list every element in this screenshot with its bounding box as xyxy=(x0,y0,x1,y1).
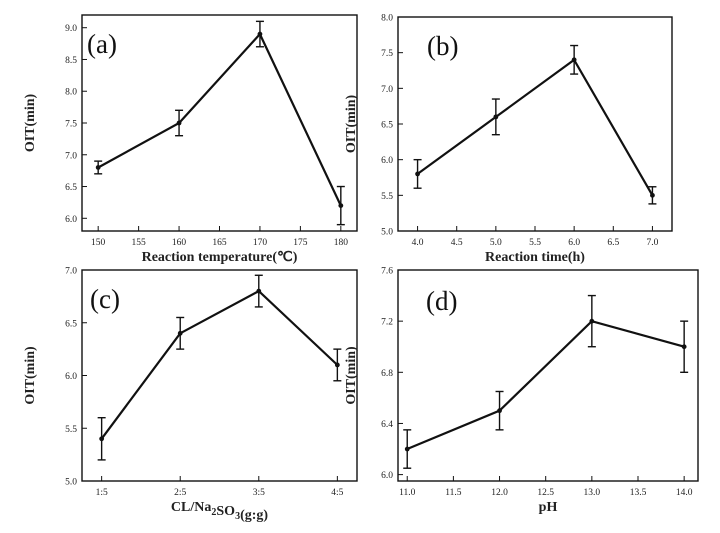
y-tick-label: 6.0 xyxy=(65,215,77,225)
plot-frame xyxy=(81,269,358,482)
y-tick-label: 8.5 xyxy=(65,56,77,66)
y-tick-label: 5.0 xyxy=(381,228,393,238)
x-tick-label: 5.0 xyxy=(490,238,502,248)
x-tick-label: 4.0 xyxy=(412,238,424,248)
x-tick-label: 11.0 xyxy=(399,488,416,498)
data-point xyxy=(589,318,595,324)
data-point xyxy=(256,288,262,294)
x-tick-label: 11.5 xyxy=(445,488,462,498)
x-axis-label: Reaction temperature(℃) xyxy=(142,250,298,265)
data-point xyxy=(493,114,499,120)
y-tick-label: 7.0 xyxy=(65,151,77,161)
y-axis-label: OIT(min) xyxy=(344,94,359,153)
plot-frame xyxy=(397,269,699,482)
data-point xyxy=(99,436,105,442)
data-point xyxy=(404,446,410,452)
data-point xyxy=(177,330,183,336)
x-tick-label: 13.0 xyxy=(584,488,601,498)
data-point xyxy=(95,165,101,170)
y-axis-label: OIT(min) xyxy=(23,346,38,405)
series-line xyxy=(97,32,342,207)
y-tick-label: 6.0 xyxy=(381,156,393,166)
y-tick-label: 6.4 xyxy=(381,420,393,430)
y-tick-label: 6.0 xyxy=(65,372,77,382)
data-point xyxy=(497,408,502,414)
x-tick-label: 180 xyxy=(334,238,349,248)
panel-c: 5.0 5.5 6.0 6.5 7.0 1:5 2:5 3:5 4:5 CL/Na2SO3(g:g… xyxy=(23,267,358,523)
data-point xyxy=(257,31,263,37)
x-tick-label: 5.5 xyxy=(529,238,541,248)
panel-label: (a) xyxy=(87,29,117,59)
x-tick-label: 175 xyxy=(293,238,308,248)
y-tick-label: 7.5 xyxy=(65,120,77,130)
x-tick-label: 14.0 xyxy=(676,488,693,498)
data-point xyxy=(650,192,655,198)
panel-b: 5.0 5.5 6.0 6.5 7.0 7.5 8.0 4.0 4.5 5.0 5.5 6.0 6.5 7… xyxy=(344,14,673,265)
series-line xyxy=(100,289,339,440)
data-point xyxy=(176,120,182,126)
data-point xyxy=(334,362,340,368)
x-axis-label: Reaction time(h) xyxy=(485,250,585,265)
x-tick-label: 3:5 xyxy=(253,488,265,498)
x-tick-label: 155 xyxy=(131,238,146,248)
x-axis-label: pH xyxy=(539,500,558,515)
y-axis-label: OIT(min) xyxy=(23,93,38,152)
y-tick-label: 6.0 xyxy=(381,471,393,481)
x-tick-label: 7.0 xyxy=(646,238,658,248)
y-tick-label: 6.8 xyxy=(381,369,393,379)
panel-label: (b) xyxy=(427,31,458,61)
x-tick-label: 6.5 xyxy=(607,238,619,248)
y-tick-label: 9.0 xyxy=(65,24,77,34)
panel-a: 6.0 6.5 7.0 7.5 8.0 8.5 9.0 150 155 160 165 170 175 1… xyxy=(23,14,358,265)
x-tick-label: 160 xyxy=(172,238,187,248)
x-tick-label: 165 xyxy=(212,238,227,248)
x-tick-label: 150 xyxy=(91,238,106,248)
y-tick-label: 6.5 xyxy=(65,183,77,193)
y-tick-label: 8.0 xyxy=(65,88,77,98)
y-tick-label: 7.5 xyxy=(381,49,393,59)
panel-d: 6.0 6.4 6.8 7.2 7.6 11.0 11.5 12.0 12.5 13.0 13.5 1… xyxy=(344,267,699,515)
x-tick-label: 12.0 xyxy=(491,488,508,498)
y-tick-label: 5.0 xyxy=(65,478,77,488)
y-tick-label: 7.0 xyxy=(381,85,393,95)
x-tick-label: 4.5 xyxy=(451,238,463,248)
panel-label: (c) xyxy=(90,284,120,314)
plot-frame xyxy=(81,14,358,232)
data-point xyxy=(681,344,687,350)
y-axis-label: OIT(min) xyxy=(344,346,359,405)
panel-label: (d) xyxy=(426,286,457,316)
x-tick-label: 6.0 xyxy=(568,238,580,248)
x-tick-label: 170 xyxy=(253,238,268,248)
x-tick-label: 13.5 xyxy=(630,488,647,498)
y-tick-label: 8.0 xyxy=(381,14,393,24)
x-tick-label: 2:5 xyxy=(174,488,186,498)
y-tick-label: 7.0 xyxy=(65,267,77,277)
y-tick-label: 5.5 xyxy=(381,192,393,202)
y-tick-label: 5.5 xyxy=(65,425,77,435)
x-axis-label: CL/Na2SO3(g:g) xyxy=(171,500,268,523)
y-tick-label: 7.6 xyxy=(381,267,393,277)
x-tick-label: 12.5 xyxy=(537,488,554,498)
y-tick-label: 7.2 xyxy=(381,318,393,328)
series-line xyxy=(406,319,685,451)
data-point xyxy=(571,57,577,63)
y-tick-label: 6.5 xyxy=(65,319,77,329)
y-tick-label: 6.5 xyxy=(381,121,393,131)
data-point xyxy=(415,171,420,177)
series-line xyxy=(416,58,654,196)
data-point xyxy=(338,203,344,208)
x-tick-label: 1:5 xyxy=(96,488,108,498)
x-tick-label: 4:5 xyxy=(331,488,343,498)
